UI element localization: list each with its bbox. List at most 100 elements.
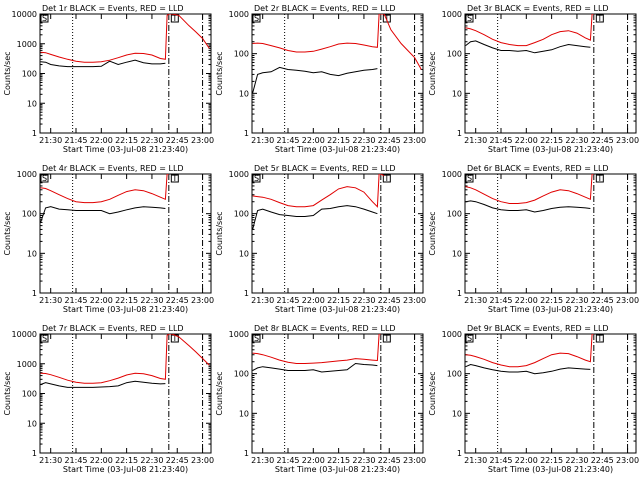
x-axis-label: Start Time (03-Jul-08 21:23:40) [63,465,188,474]
y-tick-label: 10 [452,89,462,98]
y-tick-label: 1000 [17,360,37,369]
x-tick-label: 22:30 [140,456,163,465]
y-tick-label: 1 [244,449,249,458]
x-axis-label: Start Time (03-Jul-08 21:23:40) [488,145,613,154]
s-box-marker: S [40,334,49,343]
x-tick-label: 22:15 [115,136,138,145]
x-tick-label: 22:30 [565,136,588,145]
t-box-label: T [596,334,602,343]
events-series-line [252,362,378,373]
x-tick-label: 23:00 [191,456,214,465]
lld-series-line [252,174,385,208]
t-box-marker: T [595,334,604,343]
lld-series-line [40,14,210,63]
x-tick-label: 22:00 [302,296,325,305]
t-box-marker: T [382,174,391,183]
lld-series-line [465,14,594,47]
s-box-frame [40,174,49,183]
s-box-label: S [467,174,472,183]
x-axis-label: Start Time (03-Jul-08 21:23:40) [275,305,400,314]
x-tick-label: 21:45 [276,456,299,465]
x-tick-label: 22:00 [515,456,538,465]
x-tick-label: 21:30 [464,456,487,465]
s-box-marker: S [40,174,49,183]
s-box-frame [465,334,474,343]
t-box-marker: T [170,174,179,183]
x-tick-label: 21:30 [251,456,274,465]
x-tick-label: 22:15 [327,136,350,145]
y-tick-label: 1 [244,129,249,138]
x-tick-label: 23:00 [616,296,639,305]
x-tick-label: 22:30 [140,296,163,305]
lld-series-line [252,14,422,70]
y-tick-label: 100 [234,50,249,59]
s-box-frame [40,14,49,23]
x-tick-label: 21:30 [464,136,487,145]
y-tick-label: 10 [452,249,462,258]
y-tick-label: 100 [22,390,37,399]
x-tick-label: 22:45 [166,456,189,465]
x-tick-label: 22:00 [302,136,325,145]
x-tick-label: 21:30 [39,296,62,305]
x-tick-label: 23:00 [191,296,214,305]
t-box-frame [595,14,604,23]
lld-series-line [40,334,210,384]
x-tick-label: 23:00 [191,136,214,145]
plot-frame [464,173,637,294]
x-tick-label: 22:45 [591,296,614,305]
y-axis-label: Counts/sec [215,371,224,415]
s-box-marker: S [252,334,261,343]
x-tick-label: 21:45 [489,456,512,465]
y-tick-label: 1000 [442,10,462,19]
panel-title: Det 3r BLACK = Events, RED = LLD [467,4,609,13]
events-series-line [40,59,166,68]
x-tick-label: 22:30 [352,296,375,305]
s-box-frame [465,14,474,23]
x-tick-label: 22:15 [540,136,563,145]
events-series-line [40,206,166,223]
events-series-line [465,200,591,213]
plot-frame [464,333,637,454]
x-tick-label: 23:00 [403,296,426,305]
t-box-label: T [596,174,602,183]
t-box-frame [595,334,604,343]
x-axis-label: Start Time (03-Jul-08 21:23:40) [275,465,400,474]
y-tick-label: 100 [234,210,249,219]
x-tick-label: 21:30 [251,296,274,305]
y-tick-label: 100 [234,370,249,379]
x-axis-label: Start Time (03-Jul-08 21:23:40) [488,465,613,474]
x-axis-label: Start Time (03-Jul-08 21:23:40) [63,145,188,154]
plot-frame [464,13,637,134]
detector-panel-7: Det 7r BLACK = Events, RED = LLD 1 10 100 10… [3,324,214,474]
y-tick-label: 1000 [229,10,249,19]
y-axis-label: Counts/sec [3,51,12,95]
y-tick-label: 1000 [229,330,249,339]
x-tick-label: 21:45 [489,296,512,305]
y-tick-label: 1 [244,289,249,298]
s-box-frame [252,14,261,23]
panel-title: Det 7r BLACK = Events, RED = LLD [42,324,184,333]
y-axis-label: Counts/sec [3,211,12,255]
x-tick-label: 21:45 [64,296,87,305]
y-tick-label: 10 [27,419,37,428]
s-box-marker: S [465,174,474,183]
x-tick-label: 22:45 [166,136,189,145]
s-box-marker: S [252,174,261,183]
x-tick-label: 21:45 [489,136,512,145]
s-box-label: S [467,334,472,343]
y-tick-label: 1000 [17,170,37,179]
y-axis-label: Counts/sec [3,371,12,415]
s-box-label: S [42,14,47,23]
y-tick-label: 1 [32,449,37,458]
s-box-frame [252,334,261,343]
y-tick-label: 1000 [229,170,249,179]
detector-panel-1: Det 1r BLACK = Events, RED = LLD 1 10 100 10… [3,4,214,154]
t-box-frame [170,174,179,183]
detector-panel-4: Det 4r BLACK = Events, RED = LLD 1 10 100 10… [3,164,214,314]
panel-title: Det 9r BLACK = Events, RED = LLD [467,324,609,333]
x-tick-label: 22:30 [352,136,375,145]
t-box-label: T [383,334,389,343]
x-tick-label: 22:45 [378,136,401,145]
detector-panel-3: Det 3r BLACK = Events, RED = LLD 1 10 100 10… [428,4,639,154]
y-tick-label: 10 [239,409,249,418]
